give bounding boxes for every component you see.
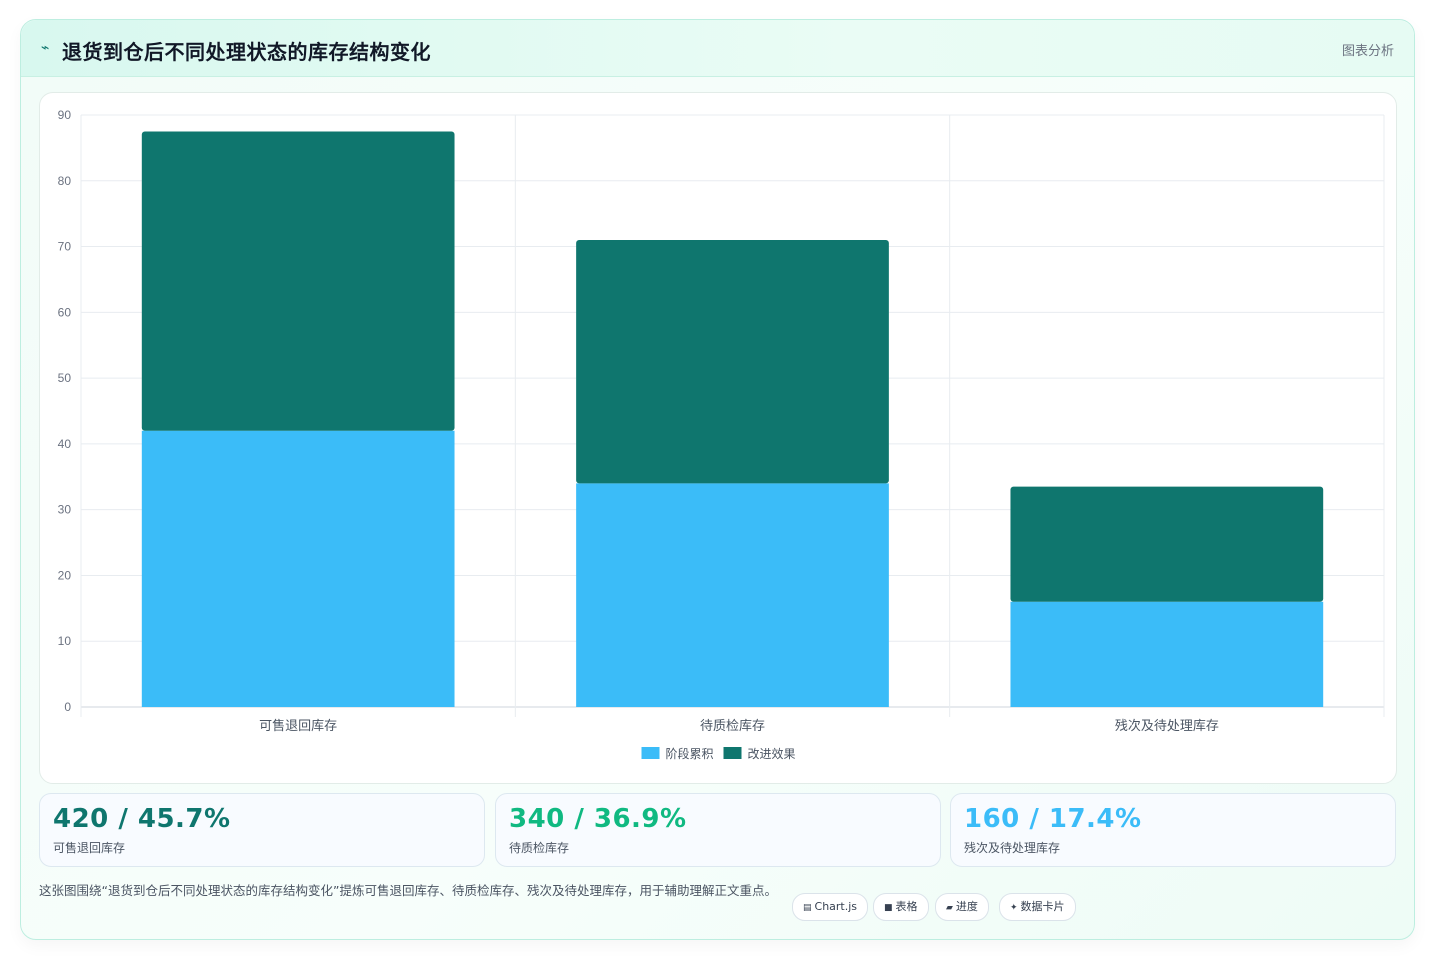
stat-label: 残次及待处理库存 — [964, 841, 1061, 855]
tag-label: Chart.js — [814, 900, 858, 913]
y-tick-label: 20 — [58, 568, 72, 582]
page-title: 退货到仓后不同处理状态的库存结构变化 — [62, 40, 431, 64]
chart-analysis-label: 图表分析 — [1341, 44, 1394, 59]
card-header: ⌁ 退货到仓后不同处理状态的库存结构变化 图表分析 — [21, 20, 1414, 77]
tag-data-card[interactable]: ✦ 数据卡片 — [999, 893, 1076, 921]
x-tick-label: 待质检库存 — [700, 718, 765, 734]
stacked-bar-chart: 0 10 20 30 40 50 60 70 80 90 可售退回库存 待质检库存 残次及待处理库存阶段… — [58, 108, 1385, 761]
tag-table[interactable]: ■ 表格 — [873, 893, 929, 921]
y-tick-label: 80 — [58, 174, 72, 188]
legend-swatch — [723, 747, 742, 759]
y-tick-label: 10 — [58, 634, 72, 648]
stat-value: 160 / 17.4% — [964, 804, 1142, 834]
square-icon: ■ — [884, 903, 893, 913]
bar-stage-accumulation — [141, 430, 455, 707]
stat-card-sellable: 420 / 45.7% 可售退回库存 — [39, 793, 485, 867]
legend-label: 改进效果 — [748, 746, 796, 761]
chart-panel: 0 10 20 30 40 50 60 70 80 90 可售退回库存 待质检库存 残次及待处理库存阶段… — [39, 92, 1397, 784]
y-tick-label: 60 — [58, 305, 72, 319]
legend-swatch — [641, 747, 660, 759]
bar-improvement-effect — [1010, 486, 1324, 602]
chart-line-icon: ⌁ — [41, 40, 50, 56]
chart-card: ⌁ 退货到仓后不同处理状态的库存结构变化 图表分析 0 10 20 30 40 50 60 7… — [20, 19, 1415, 940]
tag-label: 表格 — [895, 900, 918, 913]
stat-value: 340 / 36.9% — [509, 804, 687, 834]
tag-chartjs[interactable]: ▤ Chart.js — [792, 893, 869, 921]
sparkle-icon: ✦ — [1010, 903, 1018, 913]
y-tick-label: 30 — [58, 503, 72, 517]
bar-stage-accumulation — [576, 483, 889, 707]
bar-improvement-effect — [141, 131, 455, 431]
bar-improvement-effect — [576, 239, 889, 484]
x-tick-label: 残次及待处理库存 — [1115, 718, 1219, 734]
y-tick-label: 50 — [58, 371, 72, 385]
chart-description: 这张图围绕“退货到仓后不同处理状态的库存结构变化”提炼可售退回库存、待质检库存、… — [39, 883, 777, 898]
tag-label: 数据卡片 — [1020, 900, 1065, 913]
tag-label: 进度 — [955, 900, 978, 913]
stat-label: 待质检库存 — [509, 841, 570, 855]
legend-label: 阶段累积 — [666, 746, 714, 761]
y-tick-label: 0 — [64, 700, 71, 714]
tag-progress[interactable]: ▰ 进度 — [935, 893, 989, 921]
bar-stage-accumulation — [1010, 601, 1324, 707]
table-icon: ▤ — [803, 903, 812, 913]
y-tick-label: 90 — [58, 108, 72, 122]
y-tick-label: 40 — [58, 437, 72, 451]
stat-card-pending-qc: 340 / 36.9% 待质检库存 — [495, 793, 941, 867]
x-tick-label: 可售退回库存 — [259, 718, 337, 734]
y-tick-label: 70 — [58, 240, 72, 254]
stat-card-defective: 160 / 17.4% 残次及待处理库存 — [950, 793, 1396, 867]
progress-icon: ▰ — [946, 903, 953, 913]
stat-value: 420 / 45.7% — [53, 804, 231, 834]
stat-label: 可售退回库存 — [53, 841, 126, 855]
